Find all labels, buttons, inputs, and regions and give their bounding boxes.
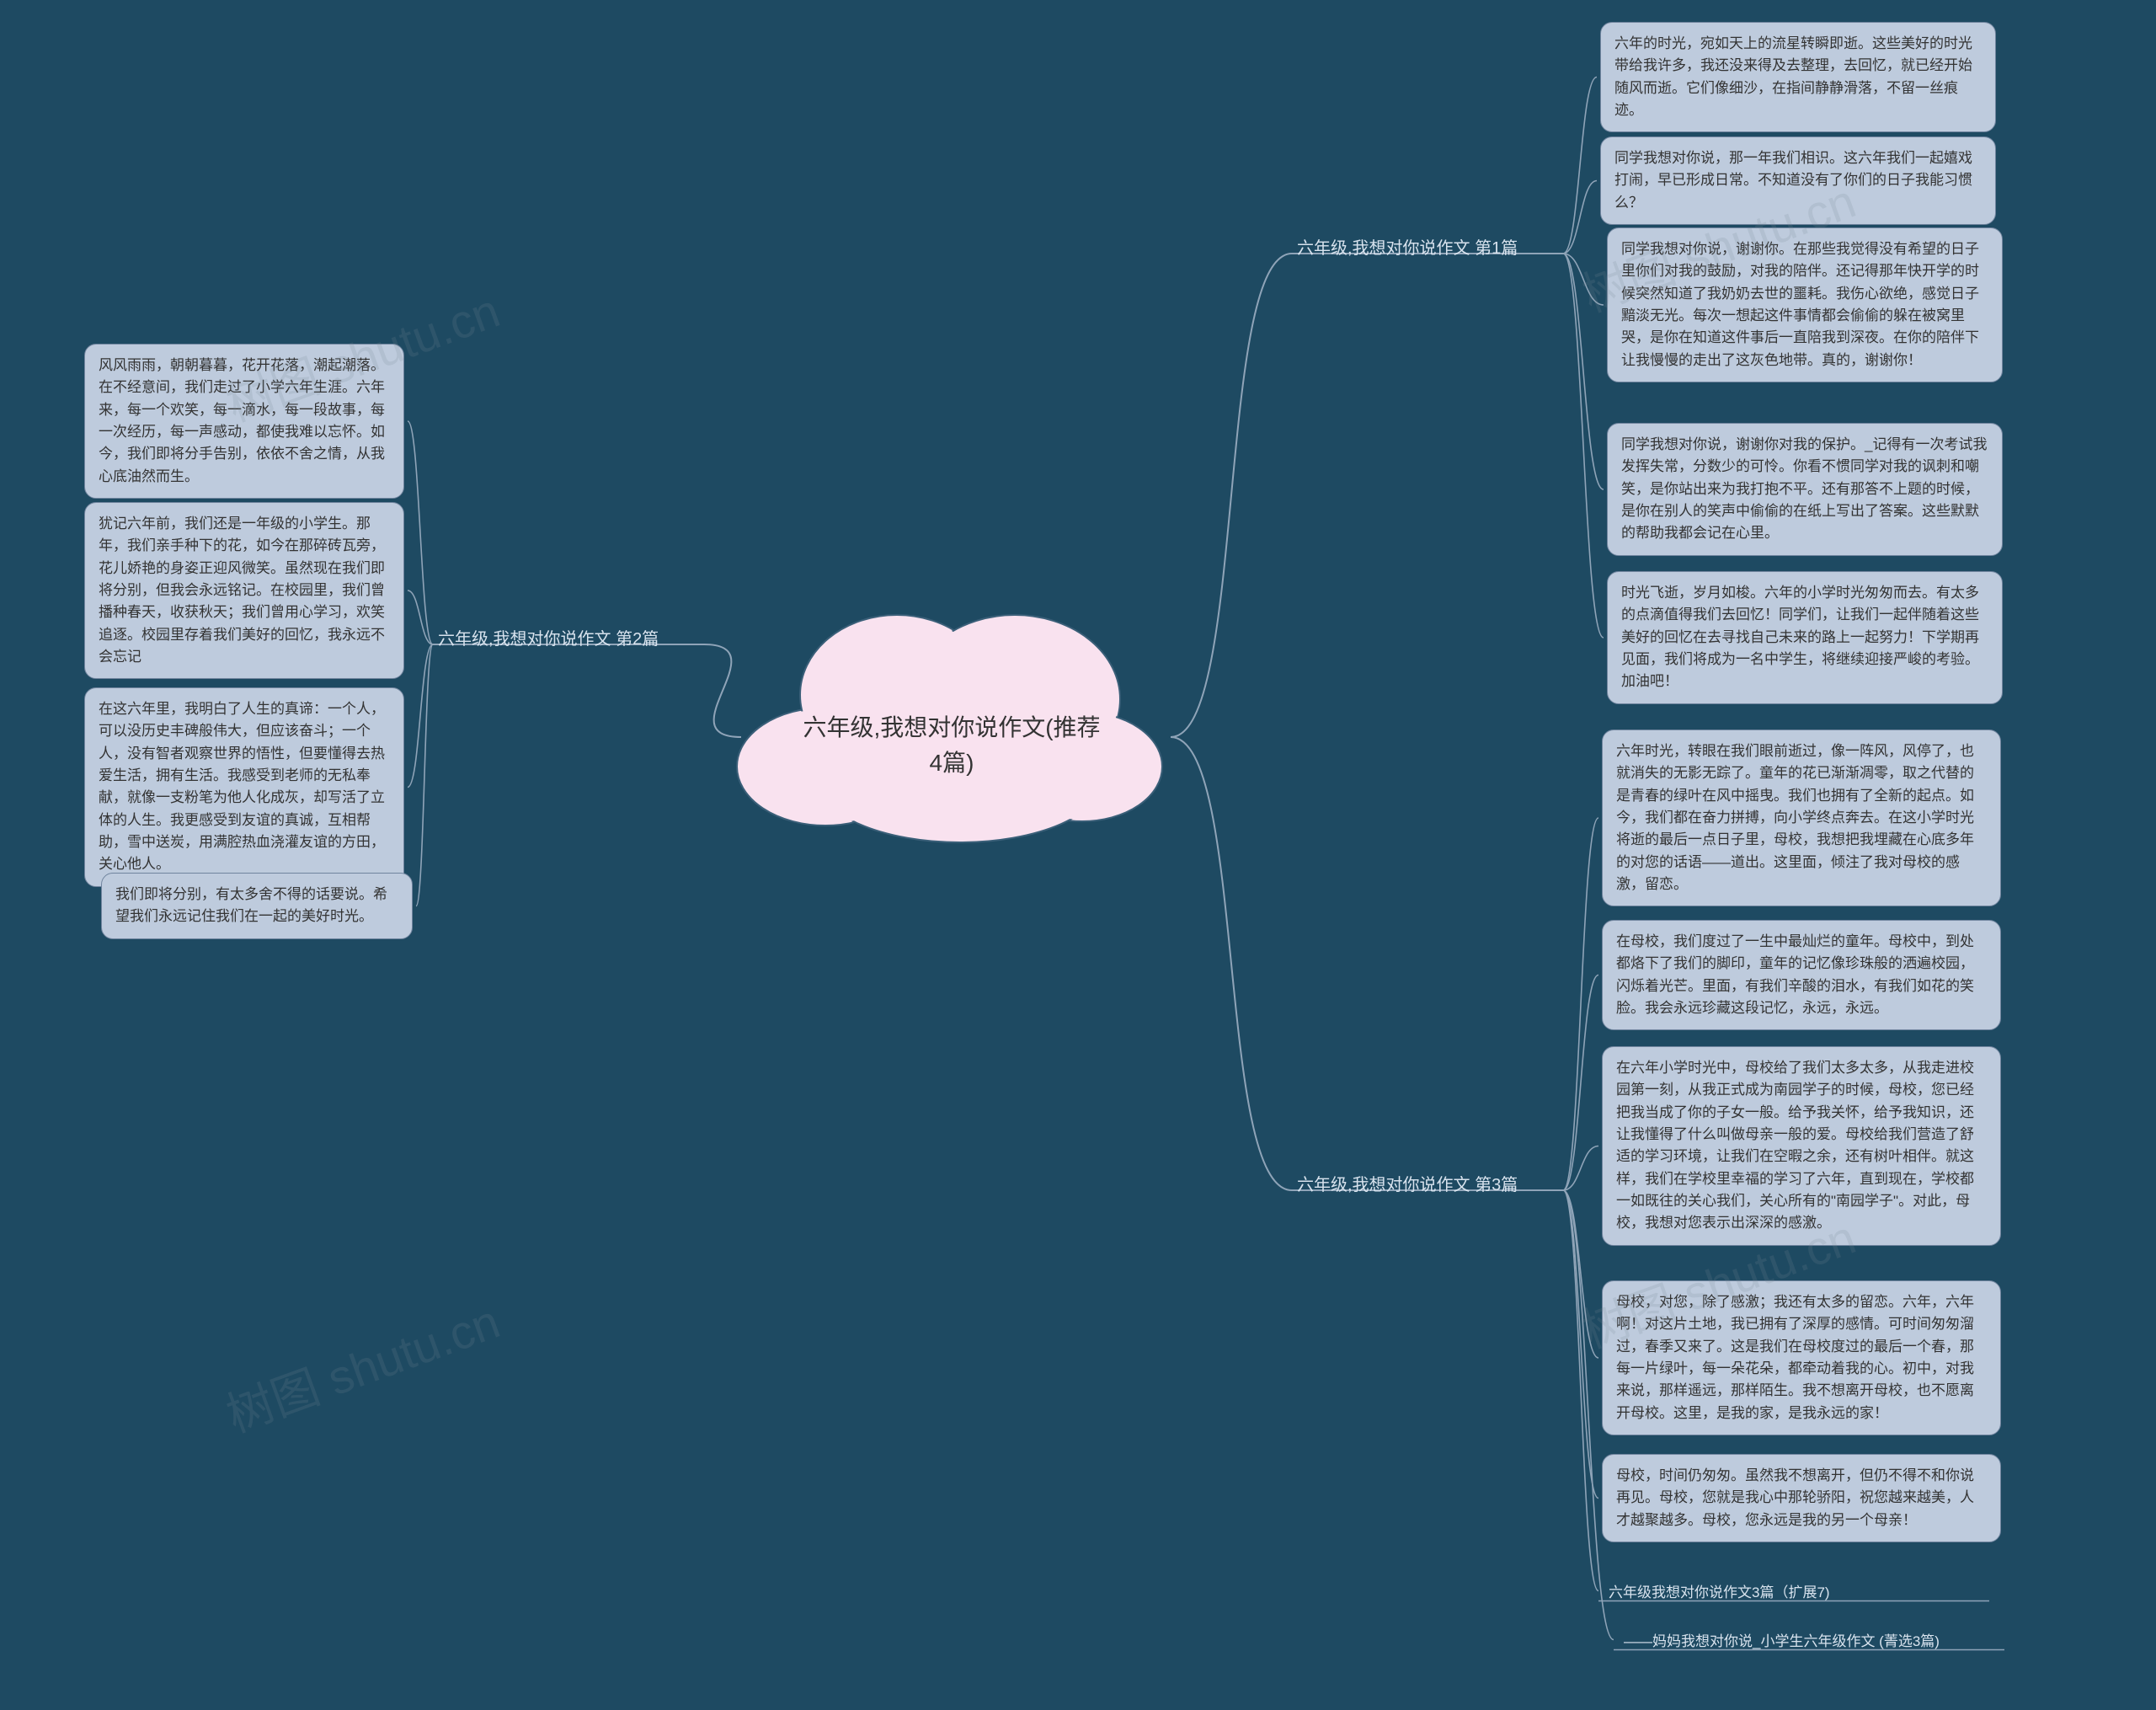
branch-label: 六年级,我想对你说作文 第3篇 [1297, 1171, 1518, 1195]
leaf-node: 六年时光，转眼在我们眼前逝过，像一阵风，风停了，也就消失的无影无踪了。童年的花已… [1602, 729, 2001, 906]
leaf-node: 母校，时间仍匆匆。虽然我不想离开，但仍不得不和你说再见。母校，您就是我心中那轮骄… [1602, 1454, 2001, 1542]
leaf-node: 同学我想对你说，那一年我们相识。这六年我们一起嬉戏打闹，早已形成日常。不知道没有… [1600, 136, 1996, 225]
leaf-node: 犹记六年前，我们还是一年级的小学生。那年，我们亲手种下的花，如今在那碎砖瓦旁，花… [84, 502, 404, 679]
leaf-node: 我们即将分别，有太多舍不得的话要说。希望我们永远记住我们在一起的美好时光。 [101, 873, 413, 939]
leaf-node: 在母校，我们度过了一生中最灿烂的童年。母校中，到处都烙下了我们的脚印，童年的记忆… [1602, 920, 2001, 1030]
leaf-node: 同学我想对你说，谢谢你对我的保护。_记得有一次考试我发挥失常，分数少的可怜。你看… [1607, 423, 2003, 556]
leaf-node: 母校，对您，除了感激；我还有太多的留恋。六年，六年啊！对这片土地，我已拥有了深厚… [1602, 1280, 2001, 1435]
branch-label: 六年级,我想对你说作文 第2篇 [438, 625, 659, 649]
leaf-node: 同学我想对你说，谢谢你。在那些我觉得没有希望的日子里你们对我的鼓励，对我的陪伴。… [1607, 227, 2003, 382]
center-node: 六年级,我想对你说作文(推荐4篇) [800, 682, 1103, 809]
leaf-node: 六年级我想对你说作文3篇（扩展7) [1602, 1577, 1989, 1605]
leaf-node: 在六年小学时光中，母校给了我们太多太多，从我走进校园第一刻，从我正式成为南园学子… [1602, 1046, 2001, 1246]
leaf-node: 六年的时光，宛如天上的流星转瞬即逝。这些美好的时光带给我许多，我还没来得及去整理… [1600, 22, 1996, 132]
leaf-node: 在这六年里，我明白了人生的真谛：一个人，可以没历史丰碑般伟大，但应该奋斗；一个人… [84, 687, 404, 887]
leaf-node: ——妈妈我想对你说_小学生六年级作文 (菁选3篇) [1617, 1626, 2004, 1654]
leaf-node: 时光飞逝，岁月如梭。六年的小学时光匆匆而去。有太多的点滴值得我们去回忆！同学们，… [1607, 571, 2003, 704]
leaf-node: 风风雨雨，朝朝暮暮，花开花落，潮起潮落。在不经意间，我们走过了小学六年生涯。六年… [84, 344, 404, 499]
branch-label: 六年级,我想对你说作文 第1篇 [1297, 234, 1518, 259]
